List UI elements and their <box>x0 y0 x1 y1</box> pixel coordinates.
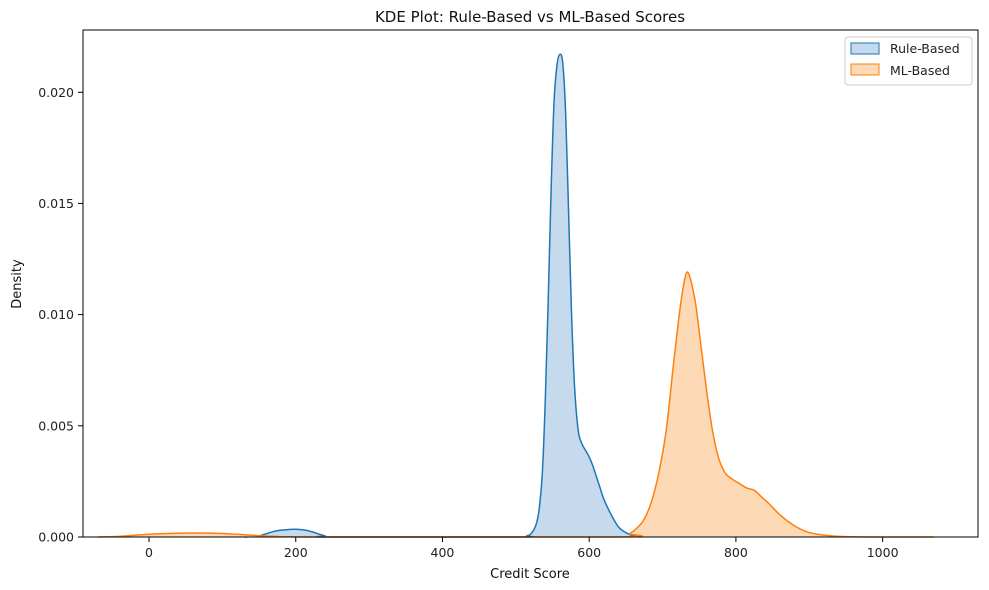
y-tick-label: 0.000 <box>38 530 74 545</box>
legend: Rule-Based ML-Based <box>844 36 973 86</box>
x-tick-label: 400 <box>431 545 455 560</box>
x-tick-label: 1000 <box>867 545 899 560</box>
legend-swatch-rule-based <box>850 42 880 55</box>
chart-title: KDE Plot: Rule-Based vs ML-Based Scores <box>375 8 685 26</box>
x-axis-title: Credit Score <box>490 567 570 582</box>
x-tick-label: 200 <box>284 545 308 560</box>
legend-swatch-ml-based <box>850 63 880 76</box>
x-axis: 0 200 400 600 800 1000 <box>145 537 899 560</box>
y-axis: 0.000 0.005 0.010 0.015 0.020 <box>38 85 83 545</box>
x-tick-label: 600 <box>577 545 601 560</box>
y-tick-label: 0.020 <box>38 85 74 100</box>
legend-label-ml-based: ML-Based <box>890 63 950 78</box>
x-tick-label: 800 <box>724 545 748 560</box>
y-axis-title: Density <box>10 259 25 309</box>
y-tick-label: 0.010 <box>38 307 74 322</box>
axes-frame <box>82 29 979 538</box>
plot-area <box>97 53 934 538</box>
y-tick-label: 0.005 <box>38 418 74 433</box>
density-area-rule-based <box>244 54 641 538</box>
legend-label-rule-based: Rule-Based <box>890 41 960 56</box>
y-tick-label: 0.015 <box>38 196 74 211</box>
density-line-ml-based <box>97 271 934 538</box>
density-line-rule-based <box>244 53 641 538</box>
x-tick-label: 0 <box>145 545 153 560</box>
